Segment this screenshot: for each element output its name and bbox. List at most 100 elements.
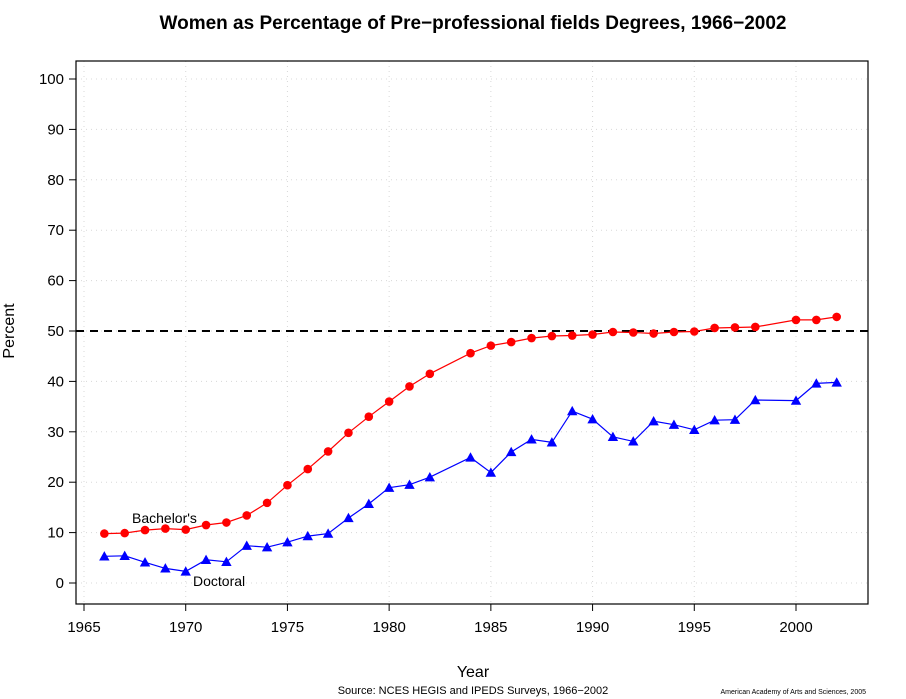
doctoral-point	[99, 551, 110, 561]
doctoral-point	[322, 528, 334, 538]
bachelors-point	[100, 529, 109, 538]
y-axis: 0 10 20 30 40 50 60 70 80 90 100	[39, 71, 76, 592]
doctoral-point	[221, 556, 232, 566]
bachelors-point	[689, 327, 699, 336]
doctoral-point	[139, 557, 151, 567]
bachelors-point	[323, 447, 333, 456]
bachelors-point	[161, 524, 170, 533]
bachelors-point	[832, 312, 841, 322]
plot-frame	[75, 60, 869, 605]
credit-note: American Academy of Arts and Sciences, 2…	[720, 689, 866, 696]
bachelors-point	[628, 328, 638, 337]
source-note: Source: NCES HEGIS and IPEDS Surveys, 19…	[338, 685, 609, 697]
x-axis-label: Year	[457, 664, 490, 681]
doctoral-point	[628, 436, 639, 446]
doctoral-point	[465, 452, 476, 462]
doctoral-point	[241, 540, 252, 550]
y-tick-label: 10	[47, 525, 64, 542]
doctoral-point	[506, 446, 517, 457]
doctoral-point	[526, 434, 537, 444]
doctoral-point	[587, 414, 598, 424]
doctoral-point	[261, 542, 273, 552]
bachelors-point	[730, 323, 740, 332]
doctoral-point	[119, 550, 130, 560]
doctoral-point	[180, 566, 191, 576]
bachelors-point	[751, 322, 760, 332]
doctoral-point	[729, 414, 741, 424]
x-tick-label: 1975	[271, 619, 304, 636]
doctoral-point	[668, 419, 680, 429]
doctoral-point	[160, 563, 171, 573]
bachelors-point	[527, 333, 536, 343]
bachelors-point	[364, 412, 374, 421]
chart-title: Women as Percentage of Pre−professional …	[160, 13, 787, 34]
x-tick-label: 1990	[576, 619, 609, 636]
bachelors-point	[812, 315, 821, 325]
bachelors-series-label: Bachelor's	[132, 510, 197, 526]
y-tick-label: 70	[47, 222, 64, 239]
bachelors-point	[181, 525, 191, 534]
doctoral-point	[404, 479, 415, 489]
y-tick-label: 60	[47, 273, 64, 290]
bachelors-point	[506, 337, 516, 347]
y-tick-label: 40	[47, 373, 64, 390]
x-axis: 1965 1970 1975 1980 1985 1990 1995 2000	[67, 604, 813, 636]
bachelors-point	[140, 525, 150, 535]
x-tick-label: 2000	[779, 619, 812, 636]
bachelors-point	[791, 315, 801, 325]
bachelors-point	[222, 518, 231, 527]
grid	[76, 61, 868, 604]
doctoral-point	[546, 437, 558, 447]
bachelors-point	[242, 511, 252, 520]
doctoral-point	[200, 554, 212, 564]
y-axis-label: Percent	[1, 303, 18, 359]
bachelors-point	[344, 428, 353, 438]
doctoral-point	[811, 378, 822, 388]
bachelors-point	[466, 348, 475, 358]
doctoral-point	[750, 394, 761, 405]
bachelors-point	[710, 323, 719, 333]
doctoral-point	[607, 431, 619, 441]
doctoral-point	[648, 416, 659, 426]
y-tick-label: 20	[47, 474, 64, 491]
bachelors-point	[120, 528, 129, 538]
y-tick-label: 100	[39, 71, 64, 88]
bachelors-point	[547, 331, 557, 341]
bachelors-point	[262, 498, 272, 508]
doctoral-point	[567, 405, 578, 416]
bachelors-point	[486, 341, 496, 350]
doctoral-point	[363, 498, 374, 509]
y-tick-label: 80	[47, 172, 64, 189]
doctoral-point	[302, 530, 313, 541]
bachelors-point	[384, 397, 394, 406]
bachelors-point	[588, 330, 597, 339]
bachelors-point	[567, 331, 577, 340]
x-tick-label: 1980	[372, 619, 405, 636]
bachelors-point	[669, 327, 679, 337]
y-tick-label: 30	[47, 424, 64, 441]
bachelors-point	[405, 382, 414, 391]
series-layer	[99, 312, 842, 576]
doctoral-point	[485, 467, 497, 477]
x-tick-label: 1985	[474, 619, 507, 636]
doctoral-series-line	[104, 381, 837, 573]
doctoral-point	[709, 415, 720, 425]
bachelors-point	[608, 327, 618, 337]
x-tick-label: 1965	[67, 619, 100, 636]
y-tick-label: 50	[47, 323, 64, 340]
bachelors-point	[425, 369, 435, 379]
doctoral-point	[689, 424, 700, 434]
bachelors-point	[303, 464, 313, 474]
x-tick-label: 1970	[169, 619, 202, 636]
doctoral-point	[383, 482, 395, 492]
doctoral-point	[282, 536, 293, 547]
doctoral-point	[343, 512, 354, 523]
doctoral-series-label: Doctoral	[193, 573, 245, 589]
bachelors-point	[649, 329, 658, 338]
doctoral-point	[424, 471, 436, 482]
x-tick-label: 1995	[678, 619, 711, 636]
bachelors-series	[100, 312, 841, 538]
y-tick-label: 90	[47, 121, 64, 138]
doctoral-point	[831, 377, 842, 387]
